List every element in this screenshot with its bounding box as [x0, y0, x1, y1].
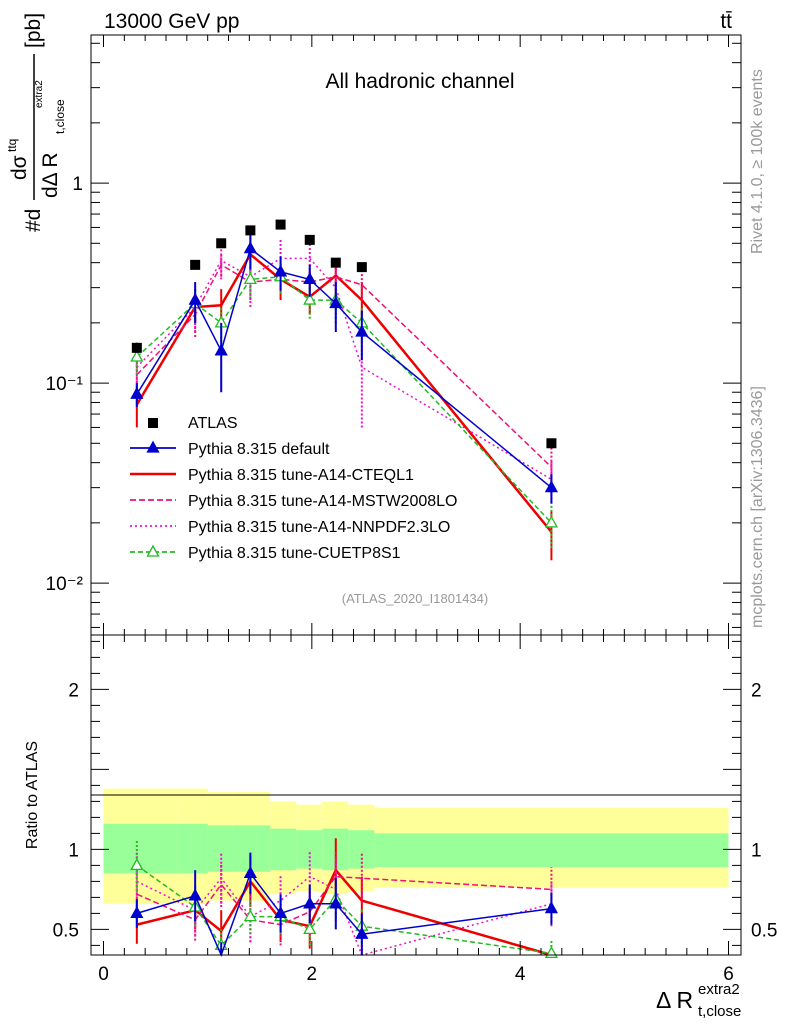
x-tick-label: 0 [98, 964, 109, 985]
ratio-band-inner [176, 823, 208, 874]
main-series [130, 219, 559, 561]
ratio-y-tick-label: 2 [68, 680, 79, 701]
main-pythia-8-315-default-point [329, 296, 343, 309]
ratio-y-tick-label-right: 2 [751, 680, 762, 701]
x-tick-label: 2 [307, 964, 318, 985]
main-pythia-8-315-tune-a14-cteql1-line [135, 252, 553, 533]
ratio-pythia-8-315-default-point [355, 926, 369, 939]
ratio-pythia-8-315-default-point [243, 866, 257, 879]
main-pythia-8-315-tune-cuetp8s1-point [303, 292, 317, 305]
atlas-data-point [131, 342, 142, 353]
ylabel-numerator: dσ [8, 155, 31, 180]
main-pythia-8-315-tune-cuetp8s1-point [130, 349, 144, 362]
ratio-panel: 0.5 0.5 1 1 2 2 0 2 4 6 [53, 634, 777, 985]
atlas-data-point [216, 238, 227, 249]
ratio-pythia-8-315-default-point [329, 896, 343, 909]
atlas-data-point [275, 219, 286, 230]
legend-label: Pythia 8.315 tune-A14-NNPDF2.3LO [188, 519, 450, 536]
xlabel: Δ R extra2 t,close [656, 981, 741, 1020]
ratio-band-inner [374, 833, 729, 867]
ratio-y-tick-label-right: 0.5 [751, 920, 777, 941]
ylabel-denominator: dΔ R [39, 152, 62, 198]
main-ylabel: #d dσ ttq dΔ R t,close extra2 [pb] [5, 13, 67, 232]
ylabel-denominator-sup: extra2 [34, 80, 45, 108]
main-pythia-8-315-default-point [273, 264, 288, 277]
legend-marker-atlas [148, 418, 158, 428]
chart-title: All hadronic channel [325, 70, 514, 93]
ratio-pythia-8-315-tune-cuetp8s1-point [243, 909, 257, 922]
main-y-tick-label: 10⁻¹ [46, 374, 84, 395]
main-y-tick-label: 1 [72, 174, 83, 195]
ratio-band-inner [233, 825, 271, 872]
legend-label: Pythia 8.315 tune-A14-MSTW2008LO [188, 493, 457, 510]
main-pythia-8-315-tune-cuetp8s1-point [544, 515, 559, 528]
main-pythia-8-315-default-point [214, 343, 228, 356]
main-pythia-8-315-default-point [130, 386, 144, 399]
main-pythia-8-315-default-point [243, 241, 257, 254]
legend-label: Pythia 8.315 tune-CUETP8S1 [188, 545, 401, 562]
ylabel-unit: [pb] [22, 13, 45, 48]
legend-label: Pythia 8.315 default [188, 441, 330, 458]
main-panel: 1 10⁻¹ 10⁻² All hadronic channel (ATLAS_20… [46, 34, 742, 636]
ratio-band-inner [270, 828, 297, 871]
xlabel-sub: t,close [698, 1003, 741, 1020]
ratio-pythia-8-315-default-point [130, 906, 144, 919]
x-tick-label: 4 [515, 964, 526, 985]
ratio-pythia-8-315-tune-cuetp8s1-point [303, 922, 317, 935]
ratio-y-tick-label-right: 1 [751, 840, 762, 861]
atlas-data-point [304, 234, 315, 245]
ratio-band-inner [207, 825, 234, 872]
main-pythia-8-315-tune-a14-mstw2008lo-line [136, 263, 552, 468]
beam-label: 13000 GeV pp [104, 10, 239, 33]
ratio-uncertainty-bands [103, 788, 729, 904]
ylabel-prefix: #d [22, 209, 45, 232]
ratio-band-inner [296, 830, 323, 869]
ratio-pythia-8-315-tune-cuetp8s1-point [544, 946, 559, 959]
mcplots-label: mcplots.cern.ch [arXiv:1306.3436] [749, 386, 766, 628]
main-pythia-8-315-tune-cuetp8s1-point [243, 272, 257, 285]
x-tick-label: 6 [723, 964, 734, 985]
atlas-data-point [330, 257, 341, 268]
ratio-pythia-8-315-default-point [544, 901, 559, 914]
ratio-ylabel: Ratio to ATLAS [24, 741, 41, 849]
process-label: tt̄ [720, 10, 732, 33]
main-pythia-8-315-default-point [188, 292, 202, 305]
main-ticks: 1 10⁻¹ 10⁻² [46, 35, 741, 635]
ratio-y-tick-label: 0.5 [53, 920, 79, 941]
main-pythia-8-315-default-point [544, 480, 559, 493]
legend: ATLAS Pythia 8.315 default Pythia 8.315 tu… [130, 415, 457, 562]
legend-label: Pythia 8.315 tune-A14-CTEQL1 [188, 467, 414, 484]
xlabel-sup: extra2 [698, 981, 740, 998]
ylabel-numerator-sup: ttq [5, 139, 19, 152]
analysis-watermark: (ATLAS_2020_I1801434) [342, 591, 488, 606]
rivet-label: Rivet 4.1.0, ≥ 100k events [749, 69, 766, 254]
atlas-data-point [546, 438, 557, 449]
ylabel-denominator-sub: t,close [53, 99, 67, 134]
main-pythia-8-315-default-point [303, 272, 317, 285]
legend-marker-pythia-8-315-default [146, 440, 160, 453]
legend-label: ATLAS [188, 415, 238, 432]
main-y-tick-label: 10⁻² [46, 574, 84, 595]
atlas-data-point [245, 225, 256, 236]
ratio-y-tick-label: 1 [68, 840, 79, 861]
ratio-ticks: 0.5 0.5 1 1 2 2 0 2 4 6 [53, 635, 777, 985]
atlas-data-point [356, 262, 367, 273]
ratio-pythia-8-315-default-point [188, 888, 202, 901]
ratio-pythia-8-315-default-point [273, 906, 288, 919]
atlas-data-point [190, 259, 201, 270]
ratio-pythia-8-315-tune-cuetp8s1-point [130, 858, 144, 871]
xlabel-main: Δ R [656, 987, 693, 1013]
legend-marker-pythia-8-315-tune-cuetp8s1 [146, 544, 160, 557]
ratio-pythia-8-315-default-point [303, 896, 317, 909]
main-pythia-8-315-default-point [355, 324, 369, 337]
